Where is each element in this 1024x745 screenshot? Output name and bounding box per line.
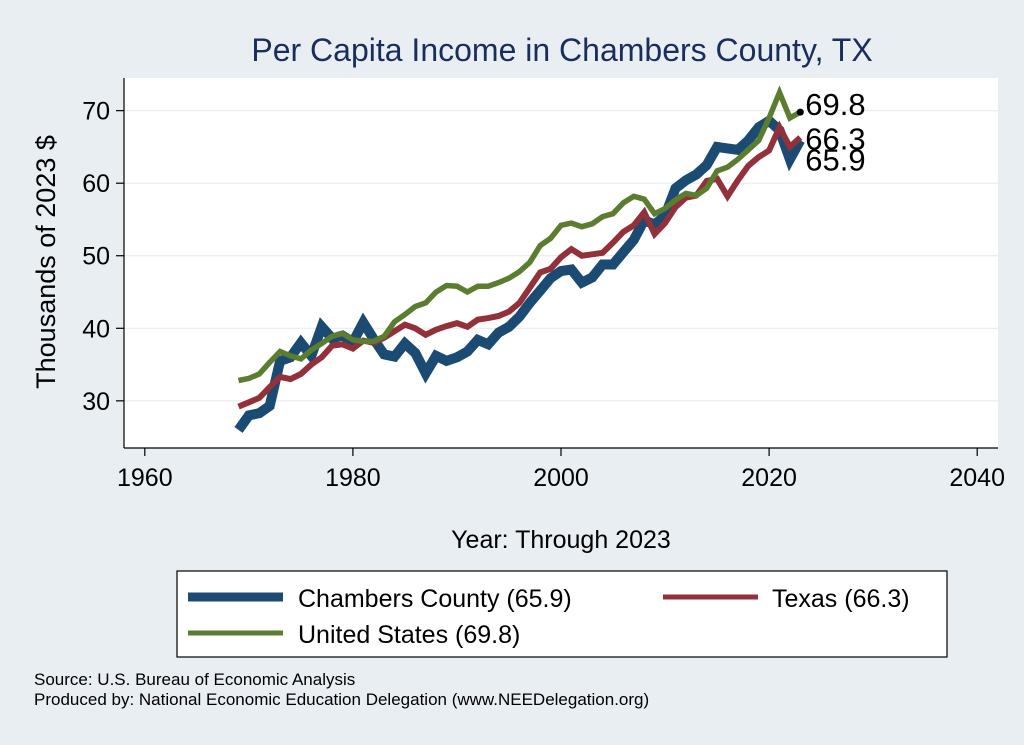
series-line-united-states — [237, 85, 802, 384]
y-tick-label: 50 — [82, 243, 110, 271]
legend-label-texas: Texas (66.3) — [772, 585, 910, 613]
end-label-united-states: 69.8 — [805, 87, 865, 122]
legend-box — [176, 570, 948, 658]
legend: Chambers County (65.9) Texas (66.3) Unit… — [176, 570, 948, 658]
x-axis-label: Year: Through 2023 — [451, 526, 671, 554]
y-tick-label: 70 — [82, 98, 110, 126]
chart-title: Per Capita Income in Chambers County, TX — [251, 32, 872, 68]
end-label-chambers-county: 65.9 — [805, 142, 865, 177]
series-line-texas — [237, 120, 803, 410]
chart-svg: Per Capita Income in Chambers County, TX… — [31, 32, 1006, 658]
y-tick-label: 60 — [82, 170, 110, 198]
y-axis-label: Thousands of 2023 $ — [31, 135, 61, 389]
axes: 30 40 50 60 70 1960 1980 2000 2020 2040 — [82, 78, 1005, 492]
series-lines — [234, 85, 805, 433]
x-tick-label: 2040 — [949, 464, 1005, 492]
producer-note: Produced by: National Economic Education… — [34, 690, 650, 709]
y-tick-label: 40 — [82, 315, 110, 343]
end-label-texas: 66.3 — [805, 121, 865, 156]
x-tick-label: 1980 — [325, 464, 381, 492]
legend-label-chambers-county: Chambers County (65.9) — [298, 585, 572, 613]
source-note: Source: U.S. Bureau of Economic Analysis — [34, 670, 356, 689]
y-tick-label: 30 — [82, 388, 110, 416]
end-point-united-states — [796, 108, 804, 116]
x-tick-label: 2000 — [533, 464, 589, 492]
end-labels: 69.866.365.9 — [805, 87, 865, 177]
plot-area — [124, 78, 998, 448]
legend-label-united-states: United States (69.8) — [298, 621, 520, 649]
x-tick-label: 1960 — [117, 464, 173, 492]
x-tick-label: 2020 — [741, 464, 797, 492]
